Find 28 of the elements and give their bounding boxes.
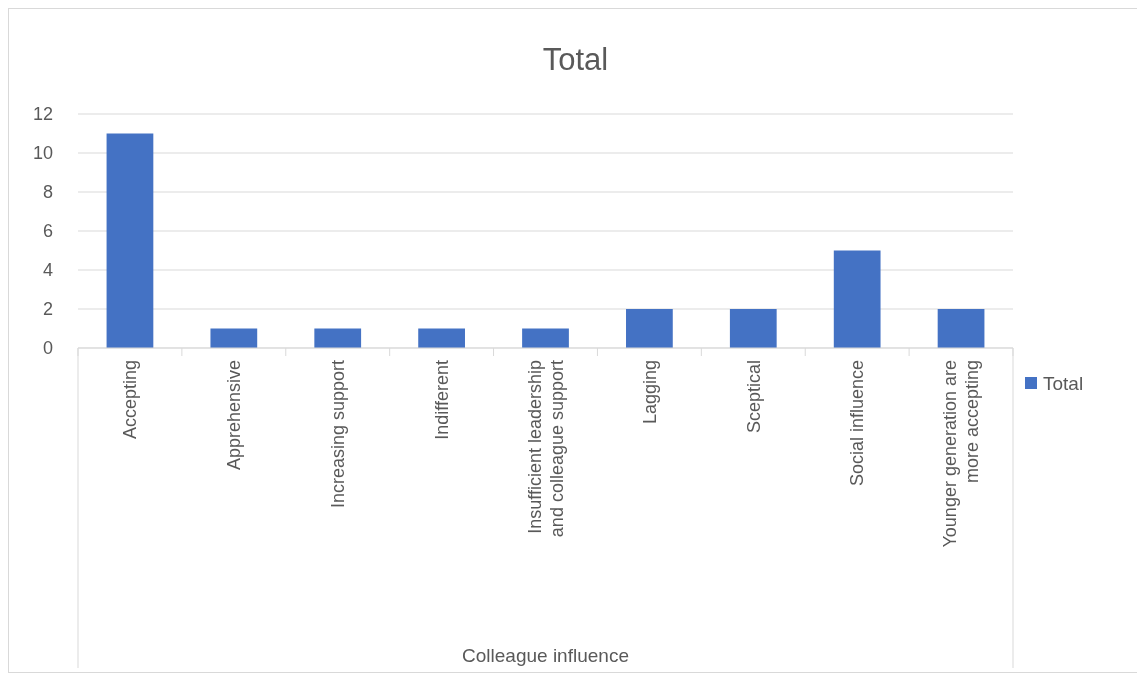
- y-tick-label: 4: [42, 260, 53, 281]
- x-tick-label: Apprehensive: [224, 360, 245, 471]
- bar: [418, 328, 465, 348]
- x-tick-label: Younger generation are more accepting: [940, 360, 983, 548]
- bar: [106, 133, 154, 348]
- x-tick-label: Social influence: [847, 360, 868, 487]
- y-tick-label: 12: [32, 104, 53, 125]
- x-tick-label: Lagging: [639, 360, 660, 425]
- x-tick-label: Increasing support: [328, 360, 349, 509]
- x-tick-label: Insufficient leadership and colleague support: [524, 360, 567, 538]
- bar: [314, 328, 362, 348]
- bar: [937, 309, 985, 348]
- bar: [833, 250, 881, 348]
- bar: [522, 328, 569, 348]
- y-tick-label: 8: [42, 182, 53, 203]
- bar: [729, 309, 777, 348]
- bar: [210, 328, 258, 348]
- y-tick-label: 10: [32, 143, 53, 164]
- bar: [626, 309, 673, 348]
- y-tick-label: 6: [42, 221, 53, 242]
- x-tick-label: Indifferent: [431, 360, 452, 440]
- y-tick-label: 2: [42, 299, 53, 320]
- x-tick-label: Accepting: [120, 360, 141, 440]
- x-tick-label: Sceptical: [743, 360, 764, 434]
- legend-label: Total: [1043, 372, 1084, 394]
- text: Colleague influence: [462, 644, 629, 666]
- chart-title: Total: [542, 42, 609, 77]
- y-tick-label: 0: [42, 338, 53, 359]
